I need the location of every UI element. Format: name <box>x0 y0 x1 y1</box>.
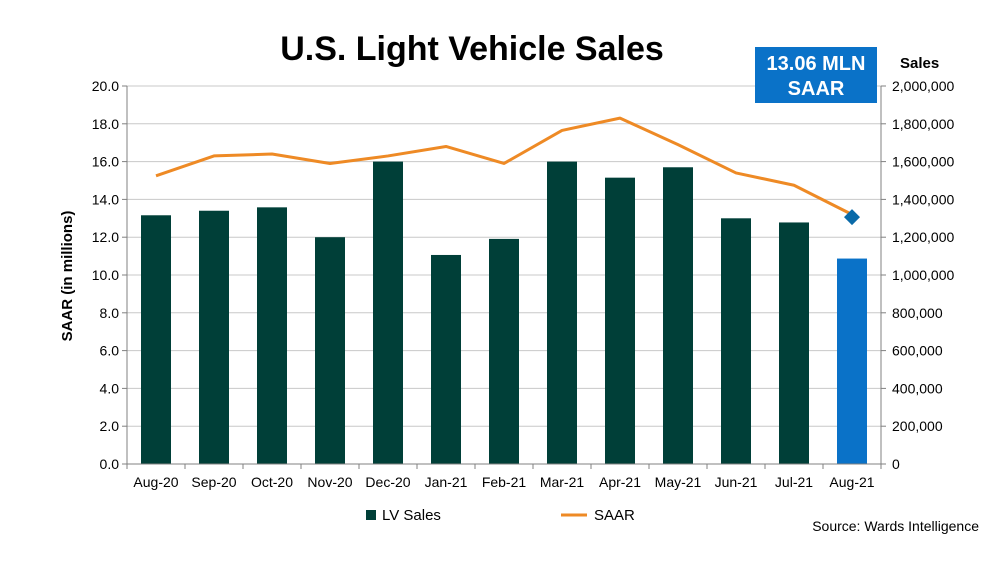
bar <box>257 207 287 464</box>
x-tick-label: Sep-20 <box>191 474 236 490</box>
left-tick-label: 14.0 <box>92 191 119 207</box>
right-tick-label: 1,800,000 <box>892 116 954 132</box>
axes: 0.0 0 2.0 200,000 4.0 400,000 6.0 600,000 8.0 800… <box>92 78 955 490</box>
x-tick-label: Feb-21 <box>482 474 527 490</box>
bar <box>141 215 171 464</box>
left-tick-label: 4.0 <box>100 380 120 396</box>
callout-line-1: 13.06 MLN <box>767 53 866 75</box>
x-tick-label: May-21 <box>655 474 702 490</box>
chart-title: U.S. Light Vehicle Sales <box>280 30 664 68</box>
bar <box>315 237 345 464</box>
x-tick-label: Nov-20 <box>307 474 352 490</box>
right-tick-label: 2,000,000 <box>892 78 954 94</box>
right-tick-label: 1,400,000 <box>892 191 954 207</box>
right-tick-label: 400,000 <box>892 380 943 396</box>
x-tick-label: Aug-21 <box>829 474 874 490</box>
bar <box>837 258 867 464</box>
right-tick-label: 1,600,000 <box>892 154 954 170</box>
bar <box>605 177 635 465</box>
callout-line-2: SAAR <box>788 78 845 100</box>
right-tick-label: 1,200,000 <box>892 229 954 245</box>
right-tick-label: 800,000 <box>892 305 943 321</box>
saar-callout: 13.06 MLN SAAR <box>755 47 877 103</box>
left-tick-label: 12.0 <box>92 229 119 245</box>
right-axis-title: Sales <box>900 55 939 72</box>
callout-box <box>755 47 877 103</box>
legend-label-lv-sales: LV Sales <box>382 507 441 524</box>
left-tick-label: 20.0 <box>92 78 119 94</box>
legend: LV Sales SAAR <box>366 507 635 524</box>
bar <box>373 161 403 464</box>
source-note: Source: Wards Intelligence <box>812 518 979 534</box>
left-tick-label: 8.0 <box>100 305 120 321</box>
x-tick-label: Jan-21 <box>425 474 468 490</box>
bar <box>547 161 577 464</box>
x-tick-label: Apr-21 <box>599 474 641 490</box>
line-series <box>155 116 860 226</box>
left-tick-label: 0.0 <box>100 456 120 472</box>
bar <box>721 218 751 464</box>
bar <box>489 238 519 464</box>
right-tick-label: 0 <box>892 456 900 472</box>
bar <box>199 210 229 464</box>
left-tick-label: 10.0 <box>92 267 119 283</box>
bar <box>431 254 461 464</box>
bar <box>779 222 809 464</box>
legend-label-saar: SAAR <box>594 507 635 524</box>
bar-series <box>141 161 867 465</box>
left-tick-label: 6.0 <box>100 343 120 359</box>
right-tick-label: 600,000 <box>892 343 943 359</box>
left-tick-label: 16.0 <box>92 154 119 170</box>
x-tick-label: Mar-21 <box>540 474 585 490</box>
saar-line <box>155 116 853 216</box>
bar <box>663 167 693 464</box>
legend-swatch-lv-sales <box>366 510 376 520</box>
saar-marker-diamond <box>844 209 860 226</box>
left-tick-label: 18.0 <box>92 116 119 132</box>
x-tick-label: Jul-21 <box>775 474 813 490</box>
x-tick-label: Jun-21 <box>715 474 758 490</box>
right-tick-label: 200,000 <box>892 418 943 434</box>
x-tick-label: Dec-20 <box>365 474 410 490</box>
left-tick-label: 2.0 <box>100 418 120 434</box>
x-tick-label: Aug-20 <box>133 474 178 490</box>
right-tick-label: 1,000,000 <box>892 267 954 283</box>
x-tick-label: Oct-20 <box>251 474 293 490</box>
left-axis-title: SAAR (in millions) <box>59 211 76 342</box>
